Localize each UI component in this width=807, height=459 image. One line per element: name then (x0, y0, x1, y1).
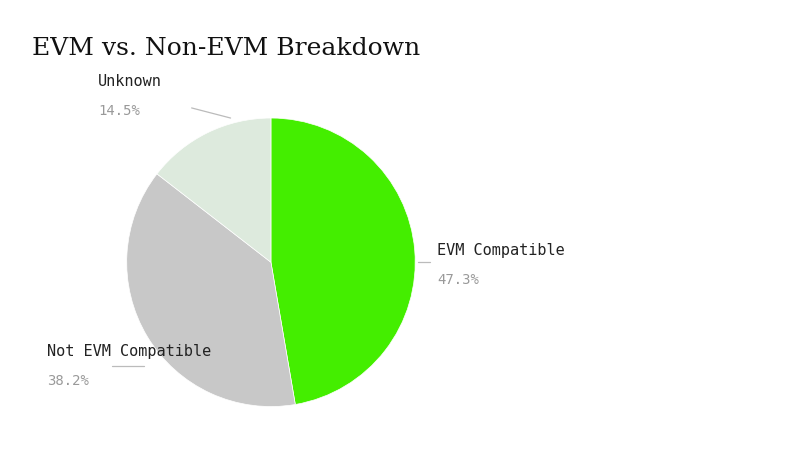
Text: 14.5%: 14.5% (98, 104, 140, 118)
Wedge shape (127, 174, 295, 407)
Text: EVM vs. Non-EVM Breakdown: EVM vs. Non-EVM Breakdown (32, 37, 420, 60)
Text: Unknown: Unknown (98, 74, 161, 90)
Wedge shape (157, 118, 271, 262)
Text: 47.3%: 47.3% (437, 273, 479, 286)
Text: EVM Compatible: EVM Compatible (437, 243, 565, 258)
Text: 38.2%: 38.2% (48, 374, 90, 387)
Text: Not EVM Compatible: Not EVM Compatible (48, 344, 211, 359)
Wedge shape (271, 118, 416, 404)
